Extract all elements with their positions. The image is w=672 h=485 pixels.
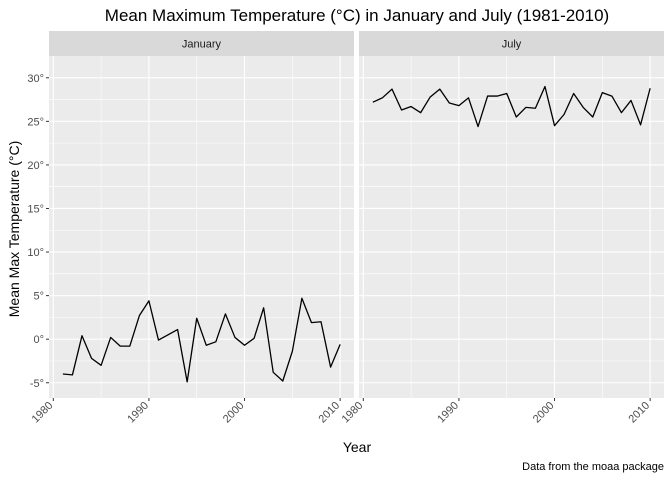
strip-label: January	[182, 39, 222, 51]
strip-background	[359, 31, 664, 56]
data-point	[372, 102, 373, 103]
data-point	[139, 315, 140, 316]
data-point	[573, 93, 574, 94]
data-point	[110, 337, 111, 338]
data-point	[120, 346, 121, 347]
data-point	[487, 95, 488, 96]
data-point	[420, 112, 421, 113]
panel-january: January 1980 1990 2000 2010 -5° 0° 5° 10° 15° 20° 2…	[27, 31, 354, 425]
data-point	[411, 106, 412, 107]
data-point	[401, 109, 402, 110]
y-tick-label: 20°	[27, 160, 44, 172]
data-point	[282, 380, 283, 381]
y-tick-label: 25°	[27, 116, 44, 128]
data-point	[234, 337, 235, 338]
x-tick-label: 1980	[30, 400, 56, 426]
data-point	[563, 114, 564, 115]
data-point	[91, 358, 92, 359]
x-tick-label: 1980	[340, 400, 366, 426]
data-point	[158, 339, 159, 340]
data-point	[602, 92, 603, 93]
data-point	[72, 374, 73, 375]
chart-title: Mean Maximum Temperature (°C) in January…	[105, 6, 609, 25]
data-point	[196, 318, 197, 319]
data-point	[621, 112, 622, 113]
data-point	[225, 313, 226, 314]
data-point	[506, 93, 507, 94]
data-point	[311, 322, 312, 323]
data-point	[215, 341, 216, 342]
data-point	[516, 116, 517, 117]
data-point	[177, 329, 178, 330]
series-line-january	[62, 297, 341, 383]
data-point	[544, 86, 545, 87]
data-point	[206, 345, 207, 346]
data-point	[382, 97, 383, 98]
data-point	[583, 107, 584, 108]
y-tick-label: 30°	[27, 73, 44, 85]
panel-background	[49, 56, 354, 398]
data-point	[330, 366, 331, 367]
data-point	[430, 96, 431, 97]
data-point	[320, 321, 321, 322]
data-point	[301, 298, 302, 299]
data-point	[273, 372, 274, 373]
y-tick-label: 5°	[33, 291, 44, 303]
strip-label: July	[502, 39, 522, 51]
y-tick-label: 10°	[27, 247, 44, 259]
data-point	[611, 95, 612, 96]
data-point	[525, 107, 526, 108]
y-axis-label: Mean Max Temperature (°C)	[6, 141, 22, 318]
data-point	[244, 345, 245, 346]
strip-background	[49, 31, 354, 56]
chart-caption: Data from the moaa package	[522, 461, 664, 473]
data-point	[187, 381, 188, 382]
data-point	[458, 105, 459, 106]
data-point	[477, 126, 478, 127]
data-point	[340, 344, 341, 345]
data-point	[148, 300, 149, 301]
data-point	[81, 335, 82, 336]
x-tick-label: 1990	[435, 400, 461, 426]
data-point	[468, 97, 469, 98]
data-point	[167, 334, 168, 335]
x-tick-label: 2000	[221, 400, 247, 426]
panels-group: January 1980 1990 2000 2010 -5° 0° 5° 10° 15° 20° 2…	[27, 31, 664, 425]
x-tick-label: 2010	[626, 400, 652, 426]
data-point	[292, 351, 293, 352]
data-point	[263, 307, 264, 308]
x-tick-label: 2010	[316, 400, 342, 426]
data-point	[497, 95, 498, 96]
panel-july: July 1980 1990 2000 2010	[340, 31, 664, 425]
data-point	[650, 88, 651, 89]
x-axis-label: Year	[343, 439, 372, 455]
data-point	[253, 338, 254, 339]
y-tick-label: 0°	[33, 334, 44, 346]
data-point	[439, 89, 440, 90]
data-point	[554, 125, 555, 126]
y-tick-label: 15°	[27, 203, 44, 215]
x-tick-label: 2000	[531, 400, 557, 426]
data-point	[101, 365, 102, 366]
data-point	[129, 346, 130, 347]
data-point	[535, 108, 536, 109]
x-tick-label: 1990	[125, 400, 151, 426]
series-line-july	[372, 85, 651, 128]
data-point	[592, 116, 593, 117]
data-point	[630, 100, 631, 101]
data-point	[640, 124, 641, 125]
panel-background	[359, 56, 664, 398]
data-point	[391, 89, 392, 90]
data-point	[62, 373, 63, 374]
y-tick-label: -5°	[30, 378, 44, 390]
data-point	[449, 102, 450, 103]
